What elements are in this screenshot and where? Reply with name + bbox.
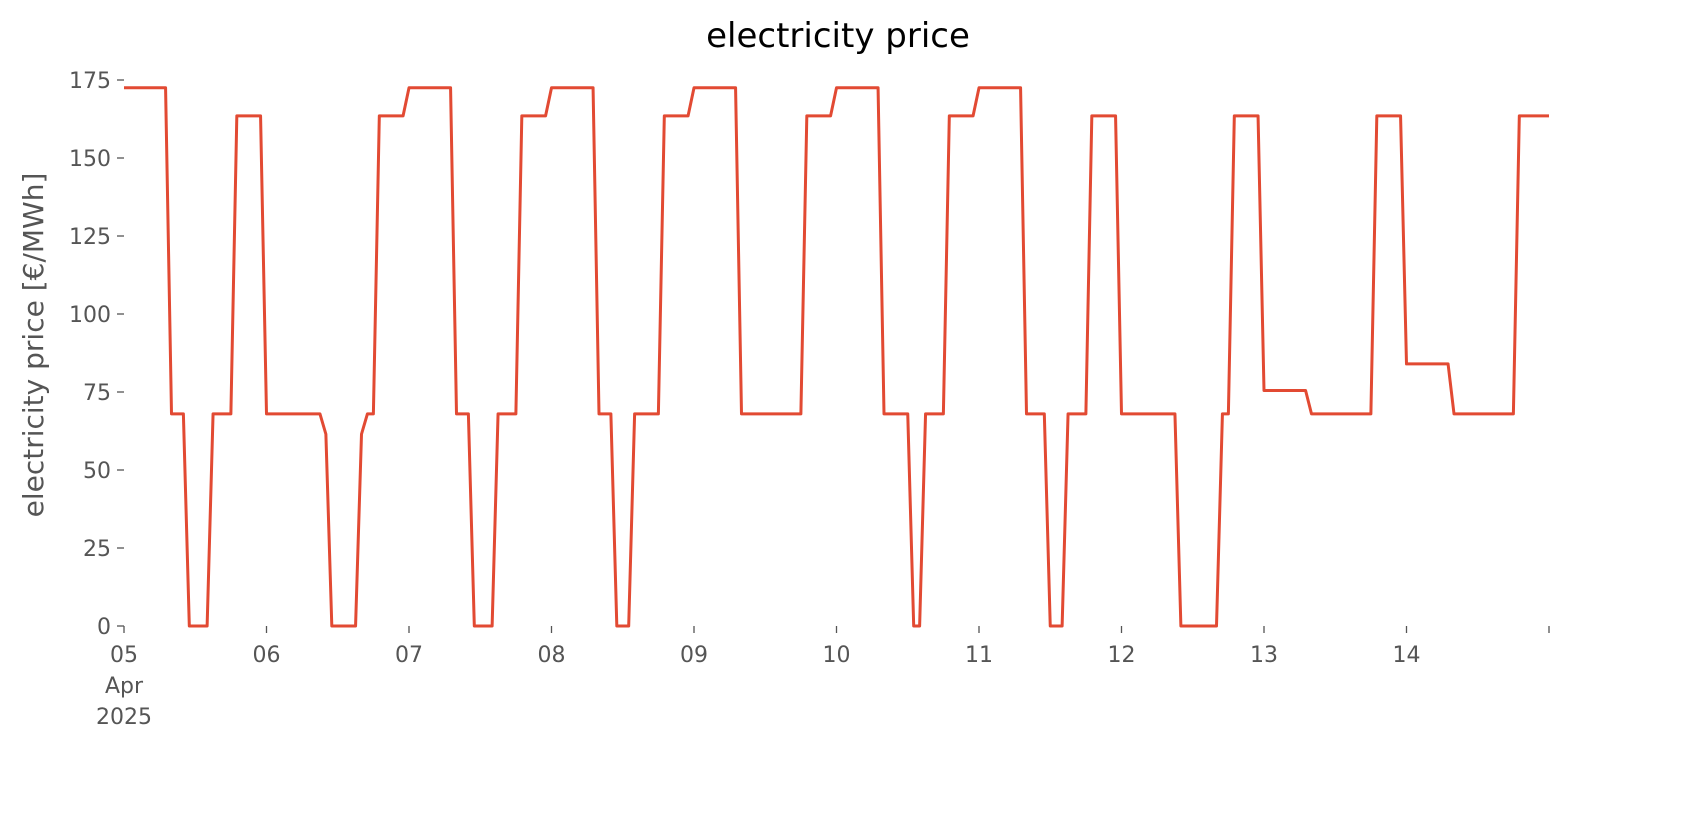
- x-tick-label: 09: [680, 643, 708, 668]
- y-tick-label: 150: [69, 147, 111, 172]
- y-tick-label: 25: [83, 537, 111, 562]
- x-tick-label: 13: [1250, 643, 1278, 668]
- x-tick-label: 06: [253, 643, 281, 668]
- x-tick-label: 07: [395, 643, 423, 668]
- x-tick-label: 08: [538, 643, 566, 668]
- y-tick-label: 0: [97, 615, 111, 640]
- x-tick-label: 10: [823, 643, 851, 668]
- y-axis-label: electricity price [€/MWh]: [17, 173, 50, 518]
- x-tick-label: 14: [1393, 643, 1421, 668]
- y-tick-label: 50: [83, 459, 111, 484]
- x-tick-label: 11: [965, 643, 993, 668]
- y-tick-label: 100: [69, 303, 111, 328]
- chart-title: electricity price: [706, 16, 970, 56]
- x-tick-label: 05 Apr 2025: [96, 643, 152, 730]
- x-tick-label: 12: [1108, 643, 1136, 668]
- y-tick-label: 125: [69, 225, 111, 250]
- y-tick-label: 175: [69, 69, 111, 94]
- y-tick-label: 75: [83, 381, 111, 406]
- price-line: [124, 86, 1549, 628]
